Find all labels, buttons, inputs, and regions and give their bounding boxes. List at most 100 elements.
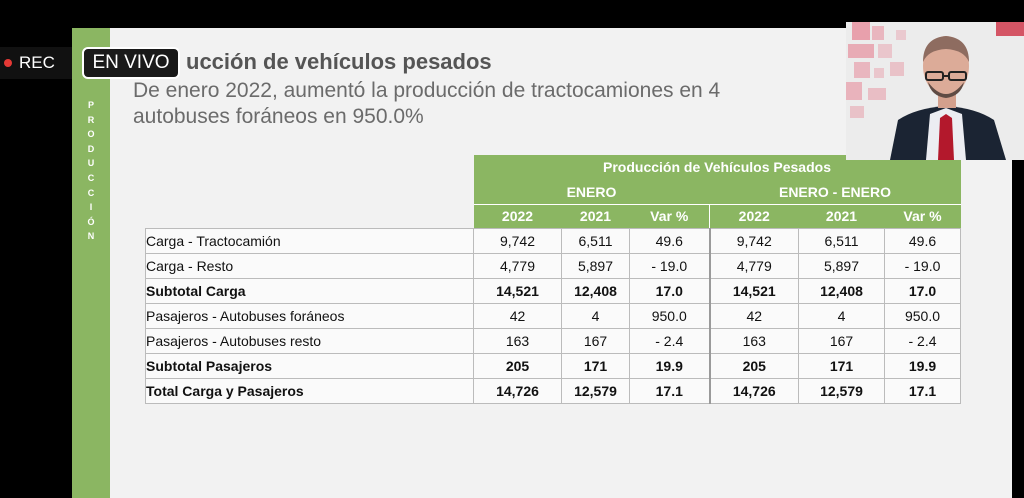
row-label: Total Carga y Pasajeros xyxy=(145,378,474,404)
rec-label: REC xyxy=(19,53,55,72)
table-cell: 163 xyxy=(708,328,799,354)
row-label: Carga - Resto xyxy=(145,253,474,279)
header-blank xyxy=(146,180,474,205)
sidebar-letter: Ó xyxy=(87,216,95,227)
table-cell: 205 xyxy=(473,353,562,379)
sidebar-letter: C xyxy=(87,172,95,183)
presenter-video xyxy=(846,22,1024,160)
table-cell: 167 xyxy=(798,328,885,354)
sidebar-letter: R xyxy=(87,114,95,125)
header-blank xyxy=(146,155,474,180)
table-cell: 12,408 xyxy=(561,278,630,304)
table-cell: 19.9 xyxy=(884,353,961,379)
backdrop-pattern xyxy=(872,26,884,40)
sidebar-vertical-label: P R O D U C C I Ó N xyxy=(84,98,98,244)
table-cell: 9,742 xyxy=(708,228,799,254)
table-row: Carga - Resto 4,779 5,897 - 19.0 4,779 5… xyxy=(145,253,961,279)
backdrop-pattern xyxy=(846,82,862,100)
table-cell: 14,726 xyxy=(473,378,562,404)
table-cell: - 19.0 xyxy=(884,253,961,279)
backdrop-pattern xyxy=(850,106,864,118)
sidebar-letter: O xyxy=(87,129,95,140)
table-cell: - 19.0 xyxy=(629,253,710,279)
table-cell: 950.0 xyxy=(884,303,961,329)
table-cell: 42 xyxy=(708,303,799,329)
table-cell: 12,579 xyxy=(561,378,630,404)
table-cell: - 2.4 xyxy=(884,328,961,354)
table-cell: 12,579 xyxy=(798,378,885,404)
table-cell: 17.1 xyxy=(884,378,961,404)
backdrop-pattern xyxy=(852,22,870,40)
header-blank xyxy=(146,204,474,229)
recording-dot-icon xyxy=(4,59,12,67)
live-badge: EN VIVO xyxy=(82,47,180,79)
column-header: 2021 xyxy=(561,204,630,229)
table-cell: 6,511 xyxy=(561,228,630,254)
sidebar-letter: N xyxy=(87,231,95,242)
table-cell: 171 xyxy=(561,353,630,379)
table-cell: - 2.4 xyxy=(629,328,710,354)
table-cell: 4 xyxy=(798,303,885,329)
table-cell: 14,521 xyxy=(473,278,562,304)
table-row: Subtotal Pasajeros 205 171 19.9 205 171 … xyxy=(145,353,961,379)
table-cell: 14,726 xyxy=(708,378,799,404)
sidebar-letter: U xyxy=(87,158,95,169)
row-label: Subtotal Carga xyxy=(145,278,474,304)
table-caption-row: Producción de Vehículos Pesados xyxy=(146,155,961,180)
table-cell: 42 xyxy=(473,303,562,329)
table-cell: 163 xyxy=(473,328,562,354)
table-cell: 4,779 xyxy=(473,253,562,279)
sidebar-letter: I xyxy=(89,202,93,213)
table-row: Pasajeros - Autobuses resto 163 167 - 2.… xyxy=(145,328,961,354)
column-header: 2021 xyxy=(798,204,885,229)
backdrop-pattern xyxy=(874,68,884,78)
table-cell: 17.0 xyxy=(884,278,961,304)
table-cell: 4 xyxy=(561,303,630,329)
slide-subtitle: De enero 2022, aumentó la producción de … xyxy=(133,78,853,138)
column-header: 2022 xyxy=(473,204,562,229)
column-header: Var % xyxy=(629,204,710,229)
table-cell: 167 xyxy=(561,328,630,354)
table-cell: 49.6 xyxy=(629,228,710,254)
table-cell: 950.0 xyxy=(629,303,710,329)
backdrop-pattern xyxy=(878,44,892,58)
column-header: Var % xyxy=(884,204,961,229)
row-label: Subtotal Pasajeros xyxy=(145,353,474,379)
table-cell: 14,521 xyxy=(708,278,799,304)
subtitle-line-2: autobuses foráneos en 950.0% xyxy=(133,105,424,128)
table-cell: 5,897 xyxy=(561,253,630,279)
table-cell: 17.1 xyxy=(629,378,710,404)
table-group-row: ENERO ENERO - ENERO xyxy=(146,179,961,205)
backdrop-pattern xyxy=(896,30,906,40)
presenter-figure xyxy=(890,36,1006,160)
row-label: Pasajeros - Autobuses foráneos xyxy=(145,303,474,329)
production-table: Producción de Vehículos Pesados ENERO EN… xyxy=(145,155,961,404)
group-header-enero: ENERO xyxy=(473,179,710,205)
subtitle-line-1: De enero 2022, aumentó la producción de … xyxy=(133,79,721,102)
table-cell: 6,511 xyxy=(798,228,885,254)
table-cell: 205 xyxy=(708,353,799,379)
live-label: EN VIVO xyxy=(92,52,170,73)
table-cell: 19.9 xyxy=(629,353,710,379)
row-label: Pasajeros - Autobuses resto xyxy=(145,328,474,354)
table-row: Total Carga y Pasajeros 14,726 12,579 17… xyxy=(145,378,961,404)
backdrop-pattern xyxy=(848,44,874,58)
sidebar-letter: C xyxy=(87,187,95,198)
row-label: Carga - Tractocamión xyxy=(145,228,474,254)
rec-indicator: REC xyxy=(0,47,72,79)
backdrop-pattern xyxy=(854,62,870,78)
table-row: Carga - Tractocamión 9,742 6,511 49.6 9,… xyxy=(145,228,961,254)
table-cell: 171 xyxy=(798,353,885,379)
backdrop-pattern xyxy=(890,62,904,76)
sidebar-letter: D xyxy=(87,143,95,154)
table-row: Subtotal Carga 14,521 12,408 17.0 14,521… xyxy=(145,278,961,304)
group-header-enero-enero: ENERO - ENERO xyxy=(709,179,961,205)
slide-title: ucción de vehículos pesados xyxy=(186,49,492,74)
table-cell: 17.0 xyxy=(629,278,710,304)
table-row: Pasajeros - Autobuses foráneos 42 4 950.… xyxy=(145,303,961,329)
table-cell: 9,742 xyxy=(473,228,562,254)
table-cell: 12,408 xyxy=(798,278,885,304)
backdrop-pattern xyxy=(868,88,886,100)
sidebar-letter: P xyxy=(87,100,94,110)
